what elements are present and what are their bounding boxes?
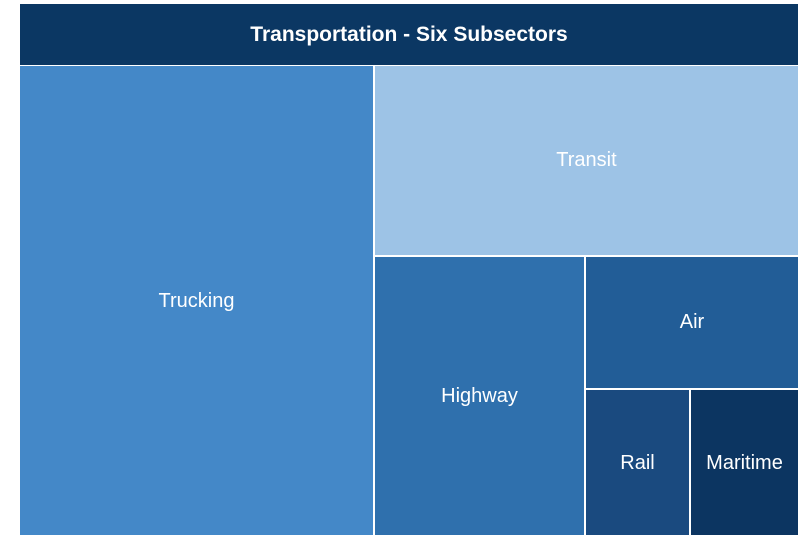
treemap-node: Air [586,257,798,388]
treemap-node: Highway [375,257,584,535]
treemap-node: Transit [375,66,798,255]
treemap-node: Rail [586,390,689,535]
treemap-node: Trucking [20,66,373,535]
margin [0,0,20,535]
treemap-node: Maritime [691,390,798,535]
treemap-title: Transportation - Six Subsectors [20,4,798,65]
